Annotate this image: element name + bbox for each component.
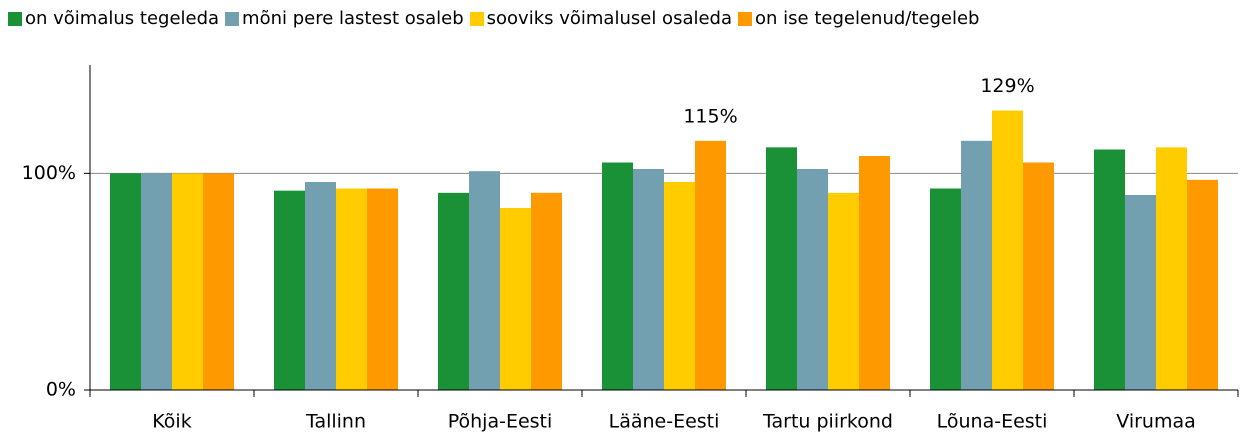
bar: [828, 192, 859, 390]
bar: [1125, 195, 1156, 390]
bar: [859, 156, 890, 390]
legend-swatch: [738, 11, 753, 26]
legend: on võimalus tegeleda mõni pere lastest os…: [8, 8, 979, 29]
bar: [633, 169, 664, 390]
bar: [469, 171, 500, 390]
x-tick-label: Lõuna-Eesti: [937, 411, 1048, 433]
legend-swatch: [469, 11, 484, 26]
legend-item: mõni pere lastest osaleb: [225, 8, 464, 29]
bar: [1187, 179, 1218, 390]
legend-item: on ise tegelenud/tegeleb: [738, 8, 979, 29]
legend-swatch: [225, 11, 240, 26]
bar: [367, 188, 398, 390]
legend-label: on võimalus tegeleda: [25, 8, 220, 29]
bar: [695, 140, 726, 390]
bar: [1094, 149, 1125, 390]
bar: [336, 188, 367, 390]
bar: [274, 190, 305, 390]
bar: [305, 182, 336, 390]
data-label: 115%: [683, 105, 737, 127]
legend-label: mõni pere lastest osaleb: [242, 8, 464, 29]
bar: [141, 173, 172, 390]
bar: [797, 169, 828, 390]
x-tick-label: Tartu piirkond: [762, 411, 893, 433]
x-tick-label: Põhja-Eesti: [448, 411, 553, 433]
y-tick-label: 0%: [46, 379, 76, 401]
bar: [766, 147, 797, 390]
x-tick-label: Kõik: [152, 411, 191, 433]
bar: [172, 173, 203, 390]
legend-item: sooviks võimalusel osaleda: [469, 8, 733, 29]
bar: [438, 192, 469, 390]
bar: [664, 182, 695, 390]
bar: [203, 173, 234, 390]
bar: [602, 162, 633, 390]
legend-swatch: [8, 11, 22, 26]
bar: [961, 140, 992, 390]
legend-label: on ise tegelenud/tegeleb: [755, 8, 980, 29]
data-label: 129%: [980, 75, 1034, 97]
bar: [1023, 162, 1054, 390]
bar: [1156, 147, 1187, 390]
bar: [500, 208, 531, 390]
bar: [930, 188, 961, 390]
bar: [531, 192, 562, 390]
y-tick-label: 100%: [22, 162, 76, 184]
x-tick-label: Tallinn: [305, 411, 366, 433]
legend-label: sooviks võimalusel osaleda: [486, 8, 733, 29]
bar: [992, 110, 1023, 390]
bar: [110, 173, 141, 390]
legend-item: on võimalus tegeleda: [8, 8, 219, 29]
x-tick-label: Lääne-Eesti: [609, 411, 720, 433]
x-tick-label: Virumaa: [1116, 411, 1196, 433]
